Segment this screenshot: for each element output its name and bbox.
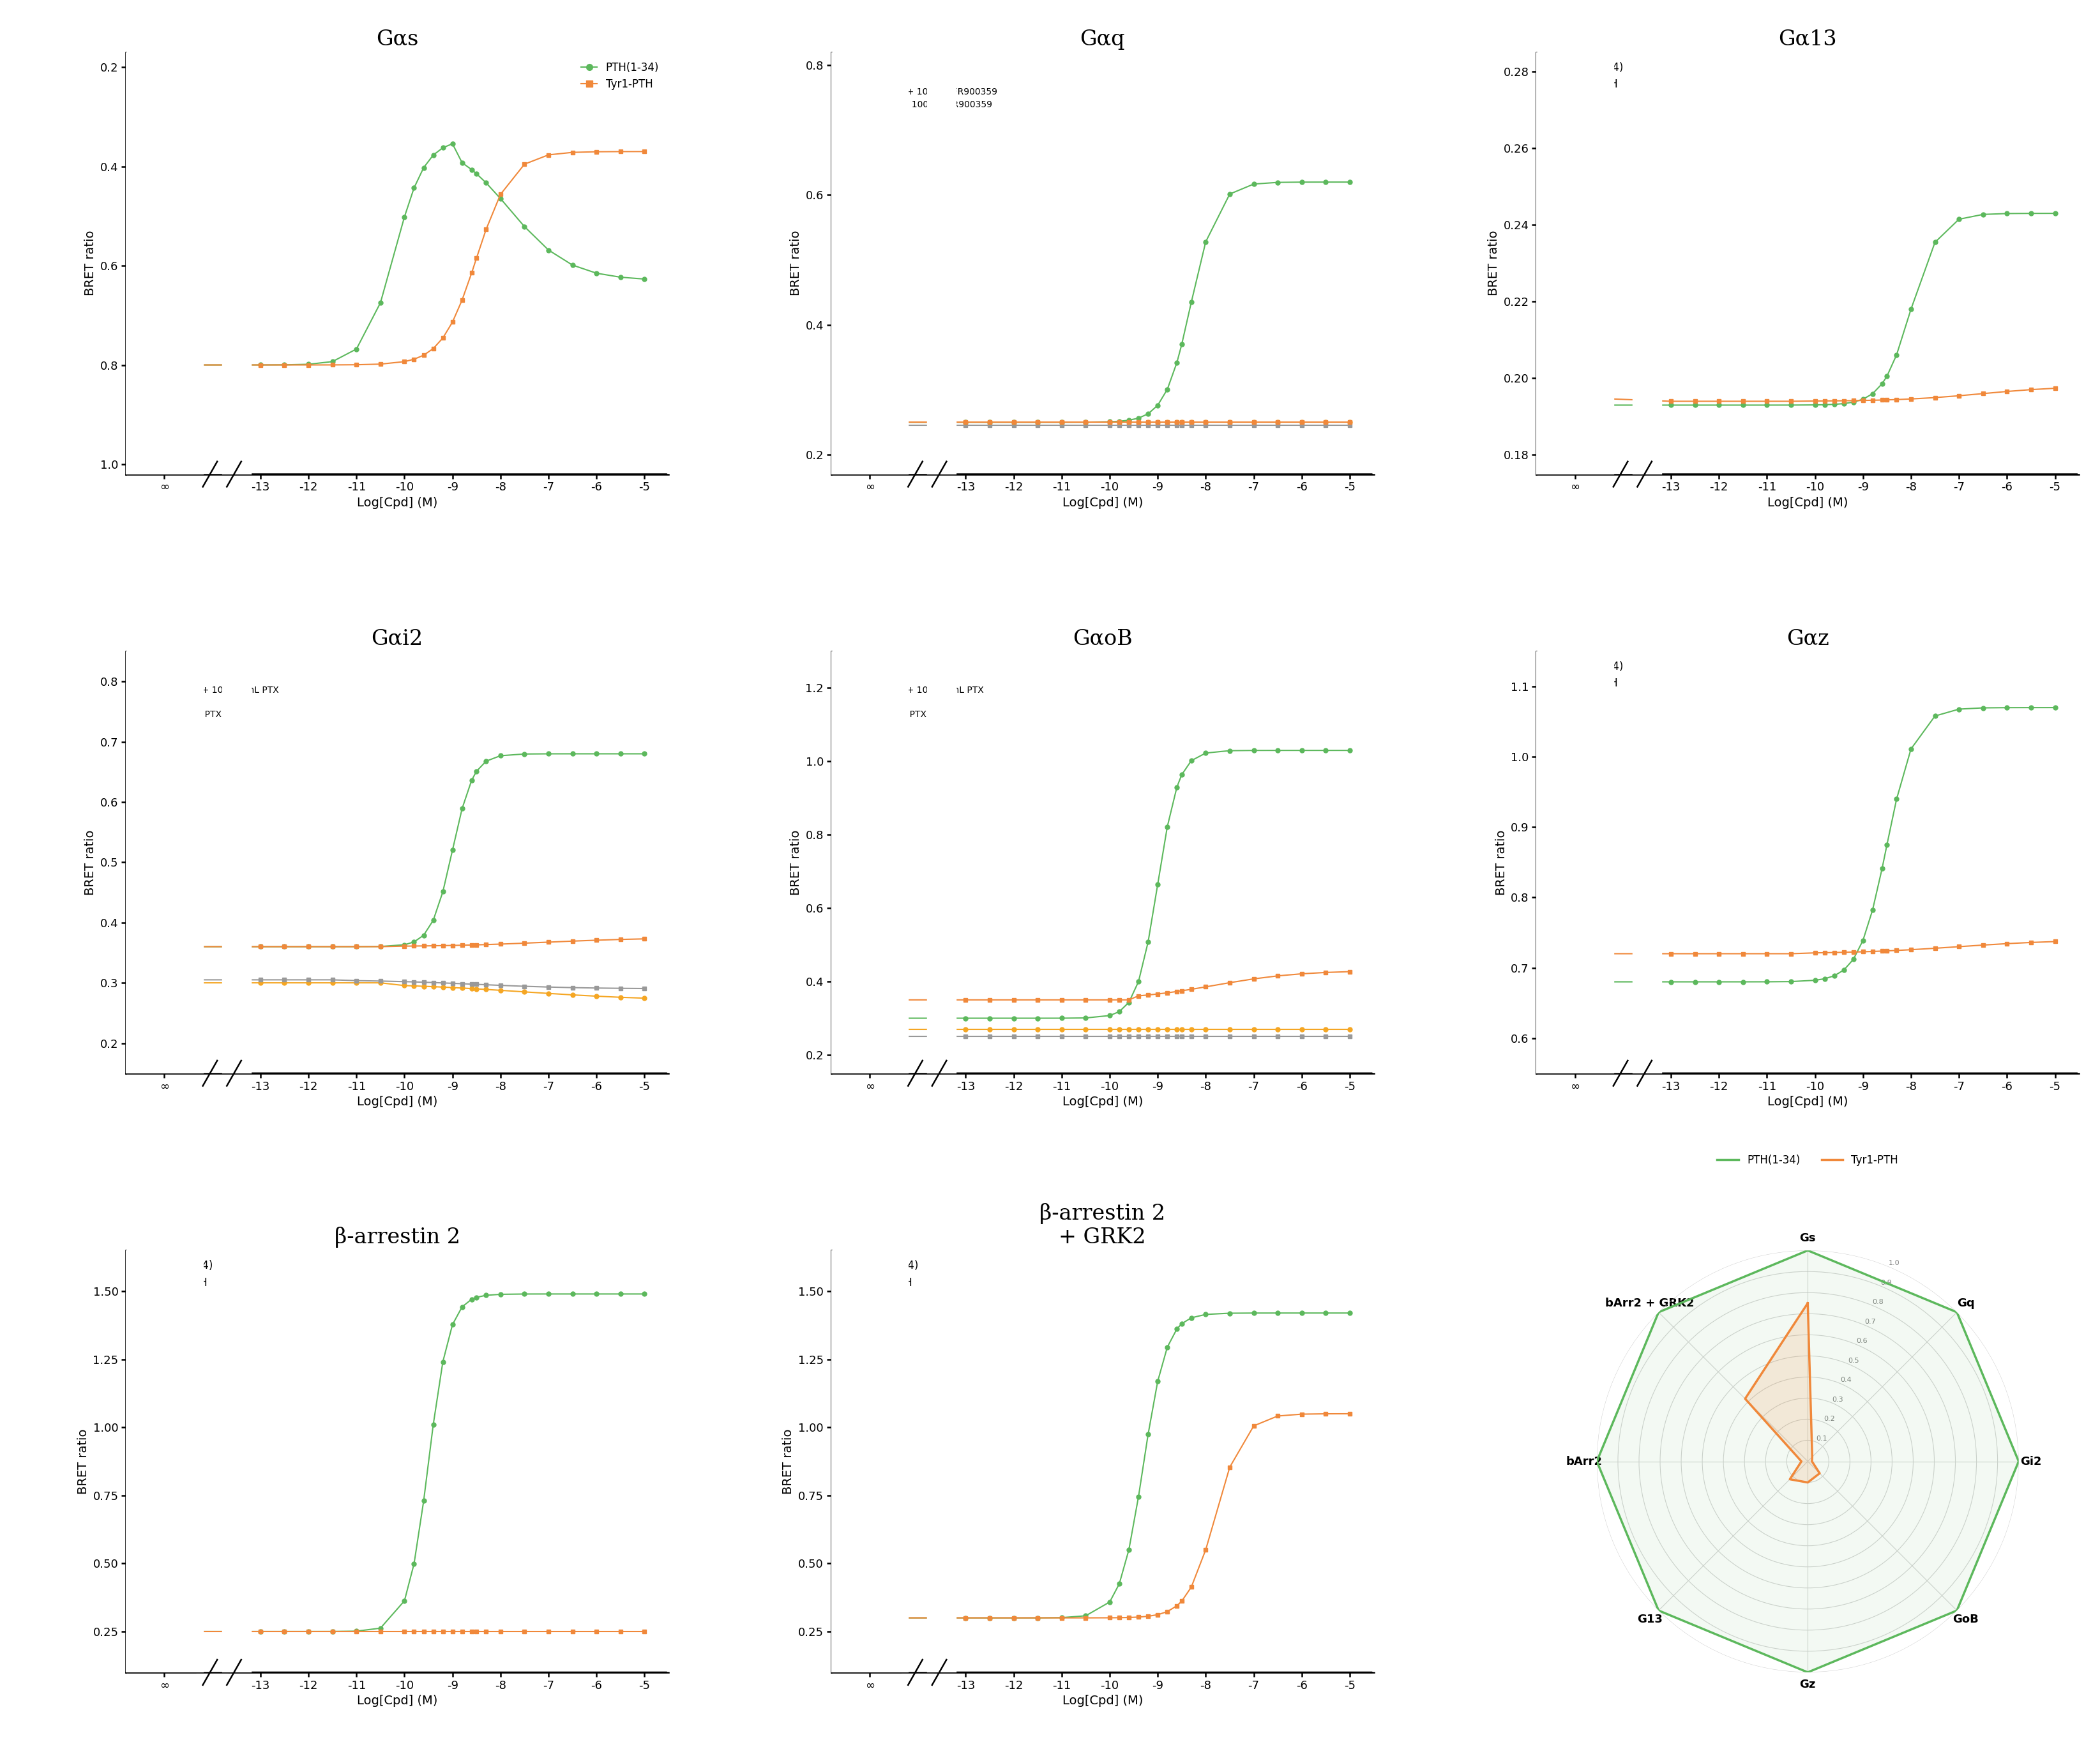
X-axis label: Log[Cpd] (M): Log[Cpd] (M) xyxy=(1768,1096,1848,1108)
X-axis label: Log[Cpd] (M): Log[Cpd] (M) xyxy=(1063,496,1142,509)
Title: Gα13: Gα13 xyxy=(1779,30,1838,49)
Bar xyxy=(832,52,907,474)
Bar xyxy=(223,1251,250,1672)
Title: β-arrestin 2: β-arrestin 2 xyxy=(334,1226,460,1247)
Title: Gαi2: Gαi2 xyxy=(372,629,422,648)
Y-axis label: BRET ratio: BRET ratio xyxy=(84,829,97,895)
Title: Gαq: Gαq xyxy=(1079,30,1126,49)
Bar xyxy=(1537,652,1613,1073)
Polygon shape xyxy=(1745,1303,1821,1482)
Bar xyxy=(223,52,250,474)
Y-axis label: BRET ratio: BRET ratio xyxy=(84,230,97,296)
Legend: PTH(1-34), Tyr1-PTH: PTH(1-34), Tyr1-PTH xyxy=(578,57,664,94)
X-axis label: Log[Cpd] (M): Log[Cpd] (M) xyxy=(1063,1096,1142,1108)
X-axis label: Log[Cpd] (M): Log[Cpd] (M) xyxy=(1768,496,1848,509)
Bar xyxy=(832,652,907,1073)
Legend: PTH(1-34), Tyr1-PTH, PTH(1-34) + 100 ng/mL PTX, Tyr1-PTH +
100 ng/mL PTX: PTH(1-34), Tyr1-PTH, PTH(1-34) + 100 ng/… xyxy=(836,655,987,723)
Legend: PTH(1-34), Tyr1-PTH, PTH(1-34) + 100 nM FR900359, Tyr1-PTH + 100 nM FR900359: PTH(1-34), Tyr1-PTH, PTH(1-34) + 100 nM … xyxy=(836,57,1002,113)
Bar xyxy=(832,1251,907,1672)
Legend: PTH(1-34), Tyr1-PTH: PTH(1-34), Tyr1-PTH xyxy=(1541,657,1628,693)
Title: β-arrestin 2
+ GRK2: β-arrestin 2 + GRK2 xyxy=(1040,1204,1166,1247)
Y-axis label: BRET ratio: BRET ratio xyxy=(1495,829,1508,895)
Bar xyxy=(928,52,956,474)
Title: GαoB: GαoB xyxy=(1073,629,1132,648)
Bar xyxy=(223,652,250,1073)
Y-axis label: BRET ratio: BRET ratio xyxy=(78,1428,90,1495)
Legend: PTH(1-34), Tyr1-PTH: PTH(1-34), Tyr1-PTH xyxy=(1714,1150,1903,1171)
Polygon shape xyxy=(1596,1251,2018,1672)
Legend: PTH(1-34), Tyr1-PTH: PTH(1-34), Tyr1-PTH xyxy=(1541,57,1628,94)
X-axis label: Log[Cpd] (M): Log[Cpd] (M) xyxy=(357,1695,437,1707)
Bar xyxy=(928,652,956,1073)
Bar xyxy=(1632,652,1661,1073)
Title: Gαs: Gαs xyxy=(376,30,418,49)
Bar xyxy=(1537,52,1613,474)
X-axis label: Log[Cpd] (M): Log[Cpd] (M) xyxy=(1063,1695,1142,1707)
Y-axis label: BRET ratio: BRET ratio xyxy=(790,829,802,895)
Legend: PTH(1-34), Tyr1-PTH: PTH(1-34), Tyr1-PTH xyxy=(836,1256,922,1293)
Bar xyxy=(1632,52,1661,474)
Legend: PTH(1-34), Tyr1-PTH, PTH(1-34) + 100 ng/mL PTX, Tyr1-PTH +
100 ng/mL PTX: PTH(1-34), Tyr1-PTH, PTH(1-34) + 100 ng/… xyxy=(130,655,281,723)
Y-axis label: BRET ratio: BRET ratio xyxy=(790,230,802,296)
Legend: PTH(1-34), Tyr1-PTH: PTH(1-34), Tyr1-PTH xyxy=(132,1256,218,1293)
Bar xyxy=(126,52,204,474)
Bar xyxy=(928,1251,956,1672)
Bar xyxy=(126,652,204,1073)
Y-axis label: BRET ratio: BRET ratio xyxy=(783,1428,794,1495)
Bar xyxy=(126,1251,204,1672)
X-axis label: Log[Cpd] (M): Log[Cpd] (M) xyxy=(357,1096,437,1108)
X-axis label: Log[Cpd] (M): Log[Cpd] (M) xyxy=(357,496,437,509)
Title: Gαz: Gαz xyxy=(1787,629,1829,648)
Y-axis label: BRET ratio: BRET ratio xyxy=(1487,230,1499,296)
